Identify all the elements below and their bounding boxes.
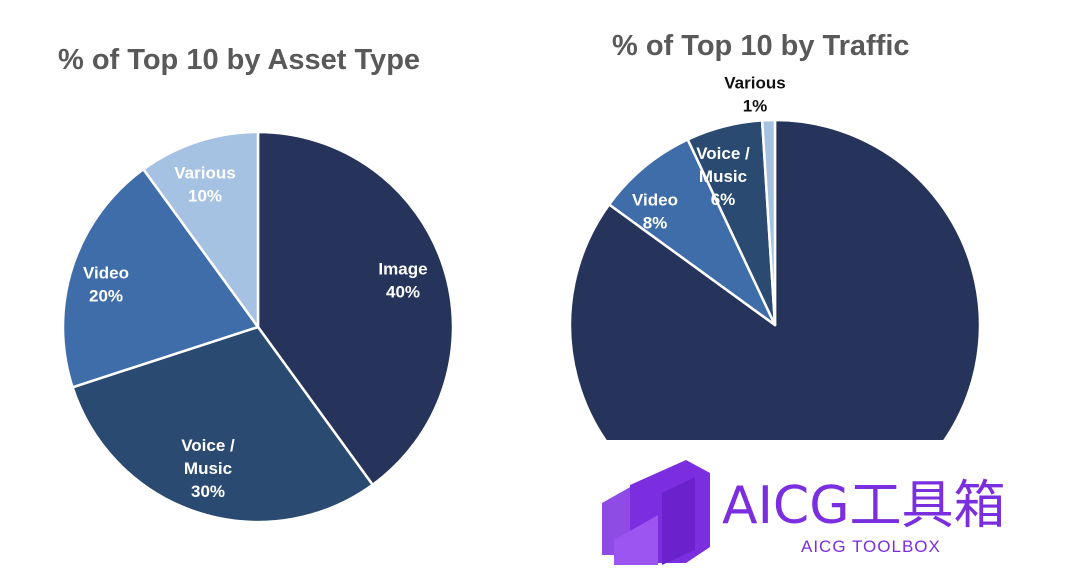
pie-slice-image xyxy=(256,130,455,487)
slice-label-various: Various 1% xyxy=(724,74,785,116)
aicg-logo-icon xyxy=(602,460,710,565)
slice-label-voice-music: Voice / Music 30% xyxy=(181,436,235,501)
slice-label-voice-music: Voice / Music 6% xyxy=(696,144,750,209)
pie-slice-various xyxy=(142,130,260,329)
watermark-subtitle: AICG TOOLBOX xyxy=(801,537,941,556)
pie-slice-voice-music xyxy=(71,325,374,524)
asset-type-chart-title: % of Top 10 by Asset Type xyxy=(58,44,421,76)
slice-label-video: Video 8% xyxy=(632,191,678,233)
slice-label-various: Various 10% xyxy=(174,164,235,206)
aicg-toolbox-watermark: AICG工具箱 AICG TOOLBOX xyxy=(600,455,1070,575)
watermark-title: AICG工具箱 xyxy=(722,476,1006,536)
pie-slice-video xyxy=(61,167,260,389)
pie-slice-various xyxy=(760,118,777,327)
traffic-chart-title: % of Top 10 by Traffic xyxy=(612,30,910,62)
pie-slice-video xyxy=(607,138,777,327)
slice-label-video: Video 20% xyxy=(83,264,129,306)
slice-label-image: Image 40% xyxy=(378,260,427,302)
